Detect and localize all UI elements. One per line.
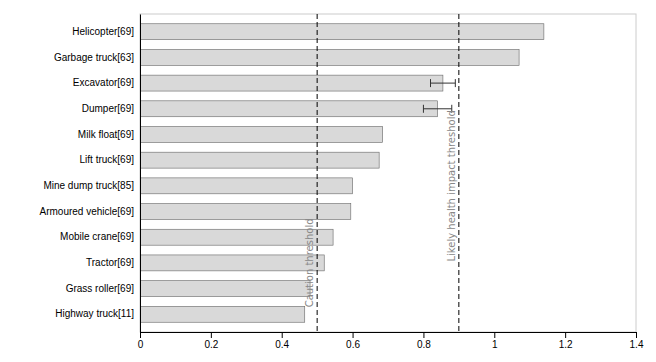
y-tick: Armoured vehicle[69] — [40, 206, 135, 217]
y-tick: Grass roller[69] — [66, 283, 135, 294]
bar — [140, 178, 353, 194]
y-tick: Lift truck[69] — [80, 154, 135, 165]
x-tick-mark — [211, 332, 212, 338]
threshold-line — [317, 14, 318, 332]
x-tick-mark — [423, 332, 424, 338]
threshold-line — [458, 14, 459, 332]
x-axis-line — [141, 333, 637, 339]
error-bar — [431, 79, 456, 87]
y-tick: Highway truck[11] — [55, 308, 134, 319]
threshold-label: Likely health impact threshold — [446, 110, 457, 261]
error-bar-cap — [455, 79, 456, 87]
bar — [140, 255, 324, 271]
x-tick-mark — [353, 332, 354, 338]
y-tick-label: Milk float[69] — [78, 129, 134, 140]
x-tick-label: 0.2 — [204, 339, 218, 350]
y-tick-label: Dumper[69] — [82, 103, 134, 114]
y-tick-label: Mobile crane[69] — [60, 231, 134, 242]
y-tick: Mobile crane[69] — [60, 231, 134, 242]
x-tick-label: 0.6 — [346, 339, 360, 350]
x-tick: 0.8 — [417, 332, 431, 350]
x-tick-label: 0 — [138, 339, 144, 350]
y-tick: Excavator[69] — [73, 77, 134, 88]
x-tick: 1 — [492, 332, 498, 350]
x-tick-label: 1.2 — [559, 339, 573, 350]
y-tick-label: Mine dump truck[85] — [43, 180, 134, 191]
y-tick: Garbage truck[63] — [54, 52, 134, 63]
error-bar-cap — [430, 79, 431, 87]
error-bar-line — [423, 108, 451, 109]
y-tick-label: Tractor[69] — [86, 257, 134, 268]
y-axis: Highway truck[11] Grass roller[69] Tractor… — [40, 15, 141, 333]
y-axis-line — [140, 15, 141, 333]
y-tick: Mine dump truck[85] — [43, 180, 134, 191]
y-tick-label: Lift truck[69] — [80, 154, 135, 165]
x-tick: 1.2 — [559, 332, 573, 350]
bar — [140, 281, 310, 297]
chart-svg: 0 0.2 0.4 0.6 0.8 1 1.2 1.4 Highway truck[11] Gra… — [0, 0, 656, 362]
x-tick: 0.6 — [346, 332, 360, 350]
x-tick: 0.4 — [275, 332, 289, 350]
x-tick-label: 1.4 — [630, 339, 644, 350]
bar — [140, 204, 351, 220]
y-tick-label: Armoured vehicle[69] — [40, 206, 135, 217]
error-bar-line — [431, 83, 456, 84]
x-axis: 0 0.2 0.4 0.6 0.8 1 1.2 1.4 — [138, 332, 644, 350]
y-tick: Milk float[69] — [78, 129, 134, 140]
bar — [140, 49, 519, 65]
chart-container: 0 0.2 0.4 0.6 0.8 1 1.2 1.4 Highway truck[11] Gra… — [0, 0, 656, 362]
x-tick-mark — [140, 332, 141, 338]
bar — [140, 75, 443, 91]
y-tick-label: Helicopter[69] — [72, 26, 134, 37]
error-bar-cap — [423, 105, 424, 113]
y-tick: Tractor[69] — [86, 257, 134, 268]
bar — [140, 101, 438, 117]
threshold-label: Caution threshold — [304, 218, 315, 307]
y-tick-label: Grass roller[69] — [66, 283, 135, 294]
x-tick-label: 0.8 — [417, 339, 431, 350]
bar — [140, 24, 544, 40]
x-tick-mark — [282, 332, 283, 338]
marks — [140, 14, 544, 332]
x-tick-mark — [565, 332, 566, 338]
x-tick: 1.4 — [630, 332, 644, 350]
y-tick: Dumper[69] — [82, 103, 134, 114]
x-tick: 0 — [138, 332, 144, 350]
y-tick-label: Highway truck[11] — [55, 308, 134, 319]
bar — [140, 306, 305, 322]
plot-area: 0 0.2 0.4 0.6 0.8 1 1.2 1.4 Highway truck[11] Gra… — [40, 14, 644, 350]
y-tick-label: Excavator[69] — [73, 77, 134, 88]
plot-frame — [140, 14, 636, 332]
x-tick: 0.2 — [204, 332, 218, 350]
y-tick-label: Garbage truck[63] — [54, 52, 134, 63]
y-tick: Helicopter[69] — [72, 26, 134, 37]
x-tick-label: 1 — [492, 339, 498, 350]
bar — [140, 152, 379, 168]
x-tick-label: 0.4 — [275, 339, 289, 350]
x-tick-mark — [494, 332, 495, 338]
x-tick-mark — [636, 332, 637, 338]
bar — [140, 127, 383, 143]
